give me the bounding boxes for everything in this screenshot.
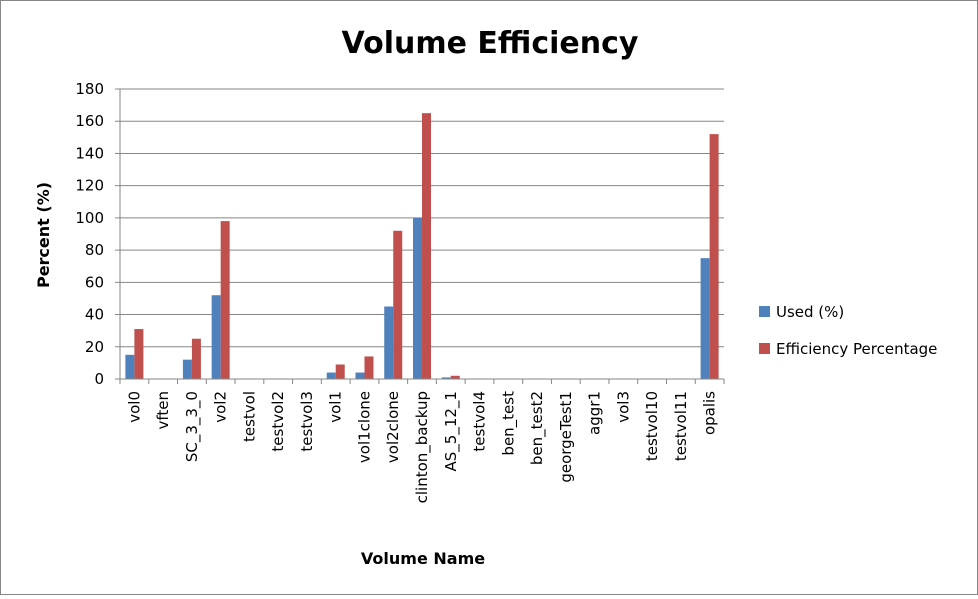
bar [335,364,345,379]
y-tick-label: 100 [75,209,104,227]
legend-label: Used (%) [776,303,844,321]
y-tick-label: 180 [75,80,104,98]
bar [220,221,230,379]
legend-swatch [759,306,770,317]
y-tick-label: 80 [85,241,104,259]
y-tick-label: 140 [75,144,104,162]
x-tick-label: clinton_backup [413,391,432,503]
bar [326,372,336,379]
x-tick-label: AS_5_12_1 [442,391,461,471]
y-tick-label: 160 [75,112,104,130]
bar [709,134,719,379]
y-axis-title: Percent (%) [34,182,53,288]
bar [413,217,422,379]
bar [384,306,394,379]
x-tick-label: georgeTest1 [557,391,575,483]
bars [125,113,719,380]
x-tick-label: testvol11 [672,391,690,461]
legend-swatch [759,343,770,354]
bar [355,372,365,379]
bar [364,356,374,379]
x-tick-label: opalis [701,391,719,435]
axes [119,89,725,384]
bar [191,338,201,379]
x-tick-label: vol2 [212,391,230,423]
x-tick-label: vol1clone [355,391,373,463]
x-tick-label: ben_test [499,391,518,456]
bar [450,375,460,379]
x-tick-label: vol0 [125,391,143,423]
y-tick-labels: 0 20 40 60 80 100 120 140 160 180 [75,80,104,388]
x-tick-label: vften [154,391,172,430]
bar [393,230,403,379]
chart-title: Volume Efficiency [342,26,639,61]
x-tick-label: vol3 [614,391,632,423]
x-tick-label: testvol3 [298,391,316,452]
bar [134,329,144,379]
bar [700,258,710,379]
bar [125,354,135,379]
x-tick-label: vol1 [327,391,345,423]
bar [211,295,221,379]
y-tick-label: 40 [85,306,104,324]
x-tick-labels: vol0 vften SC_3_3_0 vol2 testvol testvol2 test… [125,391,718,504]
y-tick-label: 20 [85,338,104,356]
x-axis-title: Volume Name [361,549,485,568]
y-tick-label: 120 [75,177,104,195]
bar [182,359,192,379]
y-tick-label: 0 [94,370,104,388]
x-tick-label: testvol [240,391,258,442]
legend-label: Efficiency Percentage [776,340,937,358]
x-tick-label: vol2clone [384,391,402,463]
x-tick-label: SC_3_3_0 [183,391,202,462]
bar [422,113,431,380]
y-tick-label: 60 [85,273,104,291]
legend: Used (%) Efficiency Percentage [759,303,937,358]
x-tick-label: testvol10 [643,391,661,461]
x-tick-label: aggr1 [586,391,604,435]
x-tick-label: testvol2 [269,391,287,452]
x-tick-label: ben_test2 [528,391,547,465]
x-tick-label: testvol4 [471,391,489,452]
bar [441,377,451,379]
